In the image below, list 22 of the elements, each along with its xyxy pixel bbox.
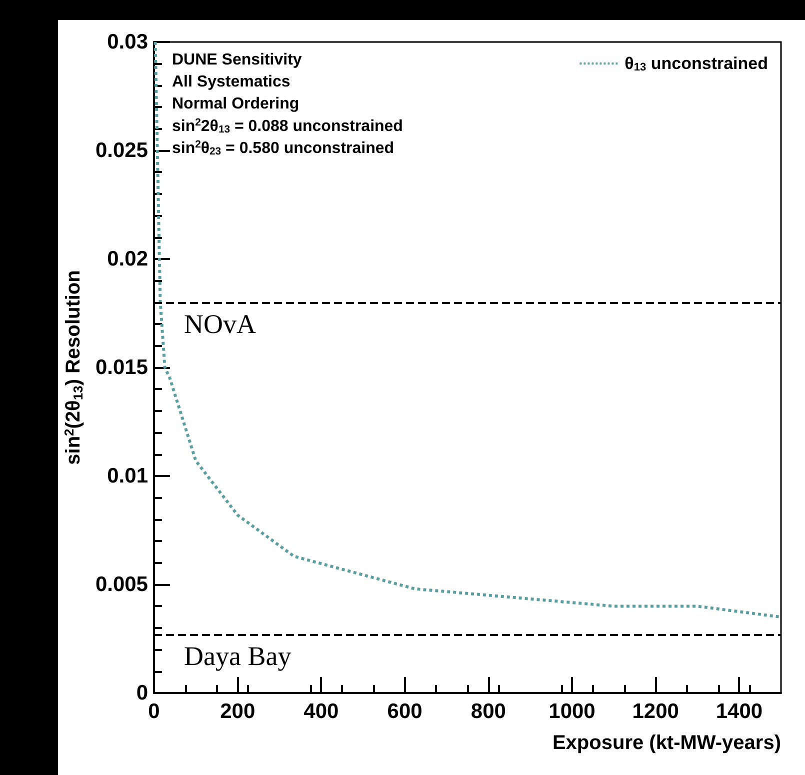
y-tick-label: 0.03 [107,30,148,54]
y-tick-label: 0.02 [107,248,148,270]
x-tick-label: 200 [220,700,256,723]
legend-label: θ13 unconstrained [624,54,768,74]
y-tick-label: 0 [136,682,148,704]
y-tick-label: 0.025 [95,139,148,162]
x-tick-label: 800 [470,700,506,723]
annotation: All Systematics [172,74,290,90]
x-tick-label: 600 [387,700,422,723]
y-tick-label: 0.01 [107,464,148,488]
x-tick-label: 400 [304,700,339,723]
annotation: Normal Ordering [172,96,300,112]
y-tick-label: 0.005 [95,573,148,596]
y-axis-title: sin2(2θ13) Resolution [62,270,86,465]
x-tick-label: 1400 [716,700,763,723]
y-tick-label: 0.015 [95,356,148,379]
x-tick-label: 1200 [632,700,679,723]
ref-line-label: NOvA [184,308,256,339]
ref-line-label: Daya Bay [184,640,292,671]
x-tick-label: 1000 [548,700,596,723]
x-axis-title: Exposure (kt-MW-years) [552,732,781,754]
annotation: DUNE Sensitivity [172,52,302,68]
